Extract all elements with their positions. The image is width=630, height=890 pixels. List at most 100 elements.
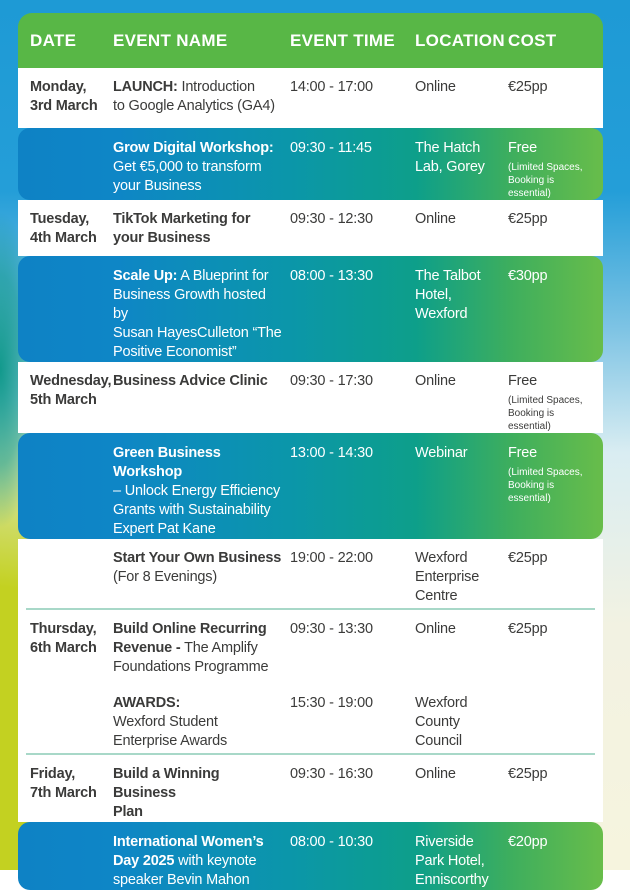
cost-value: Free [508,140,538,156]
cell-location: Online [415,766,456,782]
column-header-event-time: EVENT TIME [290,30,396,50]
cell-date [18,433,113,539]
cell-event-name: TikTok Marketing for your Business [113,200,290,256]
cost-value: Free [508,445,538,461]
cell-date: Friday, 7th March [30,766,97,801]
cost-value: €25pp [508,766,548,782]
cell-date: Monday, 3rd March [30,79,98,114]
cell-cost: €25pp [508,539,603,608]
event-name-bold: Business Advice Clinic [113,373,268,389]
table-row: Start Your Own Business (For 8 Evenings)… [18,539,603,608]
cell-cost: Free (Limited Spaces, Booking is essentia… [508,433,603,539]
table-row: Wednesday, 5th March Business Advice Cli… [18,362,603,433]
cell-event-time: 08:00 - 10:30 [290,834,373,850]
event-name-rest: Get €5,000 to transform your Business [113,159,262,194]
table-row-highlighted: Scale Up: A Blueprint for Business Growt… [18,256,603,362]
cell-event-time: 19:00 - 22:00 [290,550,373,566]
cell-event-time: 14:00 - 17:00 [290,79,373,95]
cell-cost: €25pp [508,755,603,822]
event-name-bold: Grow Digital Workshop: [113,140,274,156]
cell-location: The Talbot Hotel, Wexford [415,268,481,322]
cell-event-name: International Women’s Day 2025 with keyn… [113,822,290,890]
cell-event-name: AWARDS: Wexford Student Enterprise Award… [113,684,290,753]
cell-date [18,256,113,362]
cell-date: Thursday, 6th March [30,621,97,656]
table-row: AWARDS: Wexford Student Enterprise Award… [18,684,603,753]
cost-value: €25pp [508,79,548,95]
column-header-cost: COST [508,30,557,50]
cell-event-name: Build a Winning Business Plan [113,755,290,822]
event-name-bold: AWARDS: [113,695,181,711]
cell-date: Tuesday, 4th March [30,211,97,246]
cost-note: (Limited Spaces, Booking is essential) [508,395,583,432]
cell-cost [508,684,603,753]
events-table: DATE EVENT NAME EVENT TIME LOCATION COST… [18,13,603,890]
cost-value: €25pp [508,211,548,227]
cost-value: €25pp [508,550,548,566]
column-header-date: DATE [30,30,77,50]
cell-event-time: 09:30 - 17:30 [290,373,373,389]
cell-location: Online [415,211,456,227]
cell-event-name: Build Online Recurring Revenue - The Amp… [113,610,290,684]
table-row-highlighted: Grow Digital Workshop: Get €5,000 to tra… [18,128,603,200]
table-row: Friday, 7th March Build a Winning Busine… [18,755,603,822]
event-name-bold: Build a Winning Business Plan [113,766,220,820]
cell-event-name: Business Advice Clinic [113,362,290,433]
cell-cost: Free (Limited Spaces, Booking is essentia… [508,362,603,433]
cell-event-time: 09:30 - 11:45 [290,140,372,156]
table-row-highlighted: Green Business Workshop – Unlock Energy … [18,433,603,539]
table-row: Thursday, 6th March Build Online Recurri… [18,610,603,684]
cell-location: Wexford Enterprise Centre [415,550,480,604]
cell-location: The Hatch Lab, Gorey [415,140,485,175]
event-name-rest: The Amplify Foundations Programme [113,640,269,675]
cell-event-time: 08:00 - 13:30 [290,268,373,284]
event-name-bold: Build Online Recurring Revenue - [113,621,267,656]
event-name-bold: Start Your Own Business [113,550,282,566]
cell-location: Wexford County Council [415,695,468,749]
cell-event-name: Start Your Own Business (For 8 Evenings) [113,539,290,608]
cell-event-name: Scale Up: A Blueprint for Business Growt… [113,256,290,362]
cell-location: Riverside Park Hotel, Enniscorthy [415,834,489,888]
cell-location: Online [415,373,456,389]
event-name-bold: Scale Up: [113,268,178,284]
cost-value: Free [508,373,538,389]
event-name-rest: (For 8 Evenings) [113,569,217,585]
cell-event-time: 13:00 - 14:30 [290,445,373,461]
cell-location: Online [415,79,456,95]
cell-date [18,822,113,890]
cell-cost: Free (Limited Spaces, Booking is essentia… [508,128,603,200]
cell-date [18,128,113,200]
cell-location: Webinar [415,445,468,461]
divider-line [26,753,595,755]
table-row-highlighted: International Women’s Day 2025 with keyn… [18,822,603,890]
event-name-rest: A Blueprint for Business Growth hosted b… [113,268,282,360]
column-header-event-name: EVENT NAME [113,30,228,50]
event-name-bold: International Women’s Day 2025 [113,834,264,869]
cost-value: €30pp [508,268,548,284]
event-name-bold: TikTok Marketing for your Business [113,211,251,246]
cost-note: (Limited Spaces, Booking is essential) [508,467,583,504]
cell-event-time: 09:30 - 16:30 [290,766,373,782]
row-divider [18,608,603,610]
event-name-bold: Green Business Workshop [113,445,221,480]
cell-date [18,684,113,753]
cell-event-name: Grow Digital Workshop: Get €5,000 to tra… [113,128,290,200]
table-header-row: DATE EVENT NAME EVENT TIME LOCATION COST [18,13,603,68]
column-header-location: LOCATION [415,30,505,50]
cell-cost: €20pp [508,822,603,890]
table-row: Tuesday, 4th March TikTok Marketing for … [18,200,603,256]
cell-event-time: 09:30 - 13:30 [290,621,373,637]
cell-cost: €25pp [508,200,603,256]
event-name-rest: Wexford Student Enterprise Awards [113,714,228,749]
cell-event-time: 15:30 - 19:00 [290,695,373,711]
cell-cost: €25pp [508,68,603,128]
cell-location: Online [415,621,456,637]
cell-date: Wednesday, 5th March [30,373,112,408]
event-name-bold: LAUNCH: [113,79,178,95]
cost-value: €25pp [508,621,548,637]
cell-event-name: Green Business Workshop – Unlock Energy … [113,433,290,539]
cell-event-name: LAUNCH: Introduction to Google Analytics… [113,68,290,128]
cost-value: €20pp [508,834,548,850]
table-row: Monday, 3rd March LAUNCH: Introduction t… [18,68,603,128]
